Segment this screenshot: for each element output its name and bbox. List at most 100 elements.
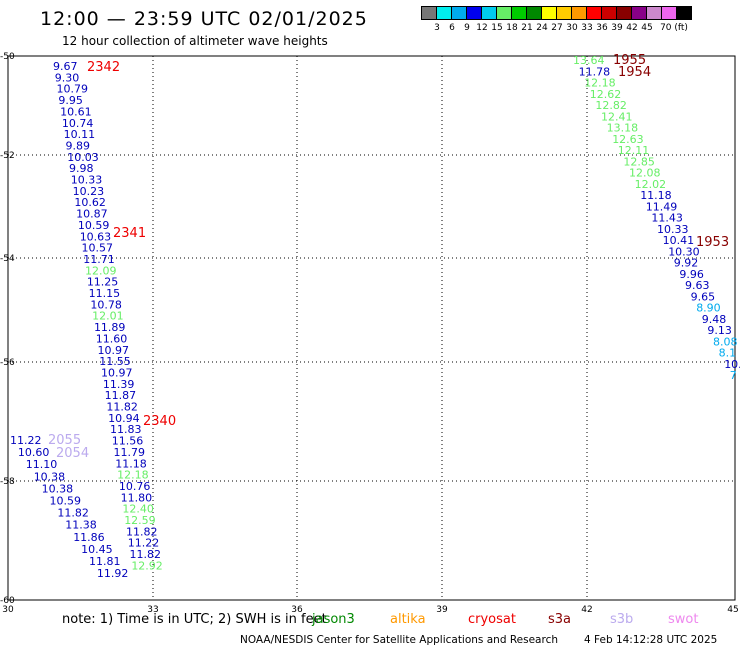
latitude-tick-label: -50 (0, 52, 15, 62)
wave-height-value: 10. (724, 358, 740, 371)
wave-height-value: 8.90 (696, 302, 721, 315)
wave-height-value: 10.76 (119, 480, 151, 493)
wave-height-value: 9.63 (685, 279, 710, 292)
legend-tick-label: 39 (611, 23, 623, 33)
legend-tick-label: 9 (464, 23, 470, 33)
wave-height-value: 9.98 (69, 162, 94, 175)
wave-height-value: 12.18 (117, 469, 149, 482)
wave-height-value: 13.64 (573, 54, 605, 67)
wave-height-value: 11.25 (87, 276, 119, 289)
wave-height-value: 12.01 (92, 310, 124, 323)
pass-time-label: 1954 (618, 65, 651, 80)
longitude-tick-label: 30 (2, 605, 14, 615)
longitude-tick-label: 45 (727, 605, 738, 615)
latitude-tick-label: -54 (0, 254, 15, 264)
wave-height-value: 12.02 (635, 178, 667, 191)
generated-timestamp: 4 Feb 14:12:28 UTC 2025 (584, 634, 718, 646)
legend-tick-label: 30 (566, 23, 578, 33)
wave-height-value: 10.60 (18, 446, 50, 459)
map-subtitle: 12 hour collection of altimeter wave hei… (62, 34, 328, 48)
wave-height-value: 12.09 (85, 264, 117, 277)
wave-height-value: 10.11 (64, 128, 96, 141)
wave-height-value: 10.57 (81, 242, 113, 255)
wave-height-value: 10.61 (60, 105, 91, 118)
wave-height-value: 12.92 (131, 559, 163, 572)
wave-height-value: 10.38 (42, 482, 74, 495)
wave-height-value: 10.33 (71, 174, 103, 187)
wave-height-value: 11.49 (646, 200, 678, 213)
pass-time-label: 2342 (87, 60, 120, 75)
wave-height-value: 9.30 (55, 71, 80, 84)
legend-tick-label: 18 (506, 23, 518, 33)
pass-time-label: 2341 (113, 226, 146, 241)
legend-tick-label: 15 (491, 23, 503, 33)
wave-height-value: 10.45 (81, 543, 113, 556)
wave-height-value: 10.94 (108, 412, 139, 425)
legend-tick-label: 6 (449, 23, 455, 33)
pass-time-label: 2340 (143, 414, 176, 429)
latitude-tick-label: -60 (0, 596, 15, 606)
wave-height-value: 11.92 (97, 567, 128, 580)
wave-height-value: 12.82 (595, 99, 627, 112)
wave-height-value: 10.59 (78, 219, 110, 232)
wave-height-value: 11.60 (96, 332, 128, 345)
wave-height-value: 9.95 (58, 94, 82, 107)
wave-height-value: 9.65 (691, 290, 716, 303)
wave-height-value: 10.62 (74, 196, 106, 209)
satellite-label-s3a: s3a (548, 612, 572, 627)
satellite-label-jason3: jason3 (312, 612, 355, 627)
wave-height-value: 10.79 (57, 83, 88, 96)
wave-height-value: 9.96 (679, 268, 704, 281)
wave-height-value: 11.78 (579, 65, 611, 78)
pass-time-label: 2054 (56, 446, 89, 461)
wave-height-value: 11.87 (105, 389, 136, 402)
longitude-tick-label: 36 (291, 605, 303, 615)
legend-tick-label: 45 (641, 23, 653, 33)
wave-height-value: 11.82 (130, 548, 162, 561)
wave-height-value: 7 (730, 369, 737, 382)
legend-tick-label: 21 (521, 23, 533, 33)
wave-height-value: 9.48 (702, 313, 727, 326)
wave-height-value: 11.86 (73, 531, 105, 544)
wave-height-value: 11.22 (128, 537, 160, 550)
latitude-tick-label: -56 (0, 358, 15, 368)
wave-height-value: 8.08 (713, 335, 738, 348)
map-title: 12:00 — 23:59 UTC 02/01/2025 (40, 8, 368, 30)
wave-height-value: 11.15 (89, 287, 121, 300)
wave-height-value: 11.79 (114, 446, 145, 459)
wave-height-value: 12.85 (623, 155, 655, 168)
wave-height-value: 10.97 (101, 366, 133, 379)
wave-height-value: 12.18 (584, 77, 616, 90)
wave-height-value: 12.08 (629, 167, 661, 180)
wave-height-value: 11.38 (65, 519, 97, 532)
wave-height-value: 11.81 (89, 555, 121, 568)
wave-height-value: 11.55 (99, 355, 131, 368)
wave-height-value: 10.23 (73, 185, 105, 198)
wave-height-value: 10.33 (657, 223, 689, 236)
wave-height-value: 8.1 (719, 347, 737, 360)
wave-height-value: 11.18 (115, 457, 147, 470)
satellite-label-altika: altika (390, 612, 426, 627)
latitude-tick-label: -52 (0, 151, 15, 161)
pass-time-label: 1953 (696, 235, 729, 250)
legend-tick-label: 33 (581, 23, 593, 33)
wave-height-value: 10.97 (98, 344, 130, 357)
wave-height-value: 11.10 (26, 458, 58, 471)
wave-height-value: 11.82 (57, 507, 89, 520)
wave-height-value: 10.63 (80, 230, 112, 243)
satellite-label-cryosat: cryosat (468, 612, 516, 627)
wave-height-value: 12.41 (601, 110, 633, 123)
wave-height-value: 10.38 (34, 470, 65, 483)
wave-height-value: 11.18 (640, 189, 672, 202)
wave-height-value: 10.41 (663, 234, 695, 247)
legend-tick-label: 42 (626, 23, 638, 33)
wave-height-value: 11.39 (103, 378, 135, 391)
wave-height-value: 11.71 (83, 253, 115, 266)
wave-height-value: 11.80 (121, 491, 153, 504)
wave-height-value: 12.59 (124, 514, 156, 527)
legend-tick-label: 12 (476, 23, 488, 33)
wave-height-value: 12.11 (618, 144, 650, 157)
pass-time-label: 2055 (48, 433, 81, 448)
satellite-label-s3b: s3b (610, 612, 634, 627)
